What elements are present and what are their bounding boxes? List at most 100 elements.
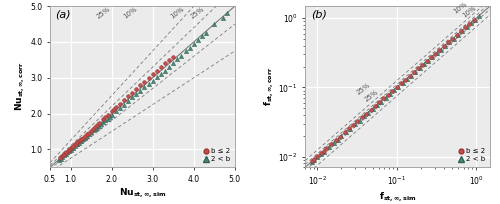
Point <box>178 54 186 57</box>
Point <box>112 106 120 109</box>
Text: 10%: 10% <box>169 6 185 20</box>
Point <box>330 142 338 145</box>
Point <box>98 122 106 126</box>
Point <box>72 143 80 146</box>
Point <box>222 11 230 14</box>
Point <box>352 123 360 126</box>
Point <box>450 37 458 40</box>
Point <box>91 125 99 129</box>
Point <box>55 159 63 162</box>
Text: 25%: 25% <box>364 89 380 103</box>
Point <box>338 135 345 138</box>
Point <box>210 22 218 26</box>
Point <box>354 119 362 123</box>
Y-axis label: $\mathbf{f_{st,\infty,corr}}$: $\mathbf{f_{st,\infty,corr}}$ <box>262 67 276 106</box>
Point <box>128 96 136 99</box>
Point <box>349 123 357 127</box>
Point <box>144 77 152 80</box>
Point <box>91 127 99 131</box>
Text: 10%: 10% <box>122 6 138 20</box>
Point <box>342 131 350 134</box>
Point <box>442 44 450 48</box>
Point <box>81 136 89 139</box>
Point <box>112 110 120 113</box>
Point <box>375 101 383 104</box>
Point <box>358 116 366 119</box>
Point <box>66 147 74 151</box>
Point <box>93 126 101 129</box>
Point <box>310 159 318 162</box>
Point <box>458 29 466 33</box>
Point <box>416 67 424 70</box>
Point <box>423 59 431 62</box>
Point <box>382 96 390 99</box>
Point <box>153 76 161 79</box>
Point <box>68 146 76 149</box>
Point <box>116 106 124 110</box>
Point <box>316 152 324 155</box>
Point <box>380 97 388 100</box>
Point <box>128 92 136 95</box>
Point <box>340 131 348 134</box>
Point <box>108 113 116 117</box>
Point <box>336 135 344 138</box>
Text: 25%: 25% <box>95 6 111 20</box>
Point <box>334 138 342 141</box>
Point <box>69 144 77 148</box>
X-axis label: $\mathbf{Nu_{st,\infty,sim}}$: $\mathbf{Nu_{st,\infty,sim}}$ <box>119 187 166 201</box>
Point <box>202 31 210 34</box>
Point <box>414 67 422 70</box>
Point <box>440 44 448 48</box>
Point <box>322 146 330 150</box>
Legend: b ≤ 2, 2 < b: b ≤ 2, 2 < b <box>457 147 486 164</box>
Point <box>110 108 118 111</box>
Point <box>424 59 432 62</box>
Point <box>465 22 473 25</box>
Point <box>73 141 81 144</box>
Point <box>169 62 177 65</box>
Point <box>362 112 370 115</box>
Point <box>427 55 435 59</box>
Point <box>471 18 479 21</box>
Point <box>325 146 333 149</box>
Point <box>165 65 173 69</box>
X-axis label: $\mathbf{f_{st,\infty,sim}}$: $\mathbf{f_{st,\infty,sim}}$ <box>379 190 416 204</box>
Point <box>371 104 379 108</box>
Point <box>148 79 156 82</box>
Point <box>120 103 128 107</box>
Point <box>79 138 87 141</box>
Point <box>132 88 140 91</box>
Point <box>401 78 409 81</box>
Point <box>136 89 144 92</box>
Point <box>116 102 124 105</box>
Point <box>390 89 398 92</box>
Text: (b): (b) <box>310 9 326 19</box>
Point <box>70 144 78 148</box>
Point <box>398 81 406 85</box>
Point <box>403 78 411 81</box>
Point <box>428 55 436 59</box>
Point <box>328 142 336 145</box>
Point <box>308 159 316 162</box>
Point <box>87 129 95 132</box>
Point <box>100 118 108 121</box>
Point <box>144 82 152 85</box>
Point <box>76 139 84 142</box>
Point <box>58 156 66 159</box>
Point <box>360 115 368 118</box>
Point <box>157 73 165 76</box>
Point <box>314 155 322 159</box>
Point <box>437 48 445 51</box>
Point <box>320 150 328 153</box>
Point <box>96 121 104 124</box>
Point <box>378 100 386 103</box>
Point <box>198 34 206 38</box>
Point <box>310 157 318 161</box>
Point <box>157 66 165 69</box>
Point <box>96 124 104 127</box>
Point <box>394 85 402 88</box>
Point <box>66 146 74 150</box>
Point <box>392 85 400 89</box>
Point <box>153 69 161 72</box>
Point <box>124 95 132 98</box>
